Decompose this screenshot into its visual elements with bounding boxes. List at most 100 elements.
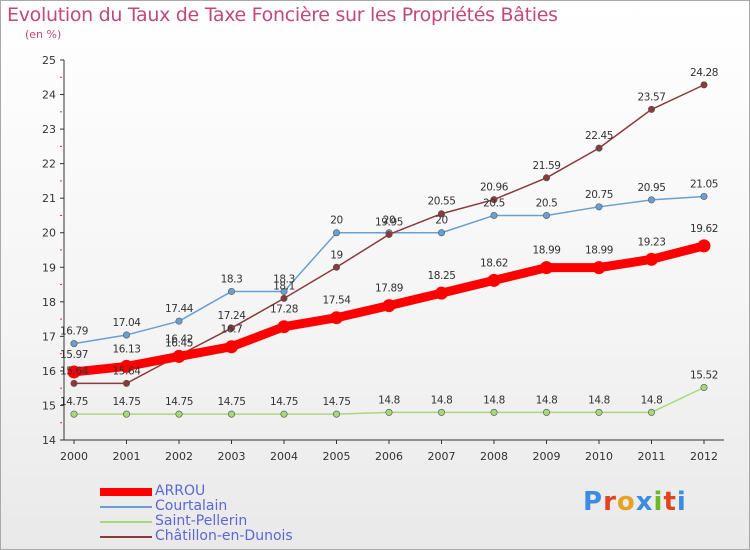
- data-point-courtalain: [595, 203, 603, 211]
- data-label-courtalain: 20.5: [483, 197, 505, 209]
- data-label-chatillon-en-dunois: 20.55: [427, 196, 455, 208]
- data-label-chatillon-en-dunois: 19.95: [375, 216, 403, 228]
- data-point-chatillon-en-dunois: [332, 263, 340, 271]
- y-tick-label: 17: [42, 330, 56, 343]
- data-label-courtalain: 17.04: [112, 317, 141, 329]
- data-label-chatillon-en-dunois: 20.96: [480, 182, 509, 194]
- data-point-arrou: [277, 320, 291, 334]
- data-point-courtalain: [700, 192, 708, 200]
- legend-label-courtalain: Courtalain: [155, 498, 228, 514]
- y-tick-label: 19: [42, 261, 56, 274]
- x-tick-label: 2012: [690, 450, 718, 463]
- axes: 14 15 16 17 18 19 20 21 22 23 24 25 2000 2001 2002 2003…: [42, 54, 724, 463]
- y-tick-label: 24: [42, 89, 56, 102]
- data-point-arrou: [225, 340, 238, 354]
- data-label-saint-pellerin: 14.8: [378, 394, 400, 406]
- data-label-saint-pellerin: 15.52: [690, 369, 718, 381]
- data-label-courtalain: 16.79: [60, 326, 88, 338]
- logo-letter: x: [635, 487, 654, 517]
- data-point-saint-pellerin: [437, 408, 445, 416]
- proxiti-logo: Proxiti: [583, 487, 687, 517]
- x-tick-label: 2000: [60, 450, 88, 463]
- data-label-courtalain: 20.95: [637, 182, 665, 194]
- logo-letter: i: [653, 487, 664, 517]
- data-point-saint-pellerin: [280, 410, 288, 418]
- data-point-courtalain: [490, 211, 498, 219]
- data-label-courtalain: 17.44: [165, 303, 194, 315]
- data-point-chatillon-en-dunois: [700, 81, 708, 89]
- data-label-arrou: 16.42: [165, 333, 193, 345]
- x-tick-label: 2008: [480, 450, 508, 463]
- data-point-courtalain: [123, 331, 131, 339]
- data-label-saint-pellerin: 14.75: [270, 396, 298, 408]
- data-label-arrou: 18.62: [480, 257, 508, 269]
- data-label-arrou: 17.28: [270, 304, 298, 316]
- legend-swatch-chatillon: [100, 536, 152, 538]
- data-labels-layer: 15.97 16.13 16.42 16.7 17.28 17.54 17.89 18.25 1…: [60, 67, 718, 408]
- x-tick-label: 2006: [375, 450, 403, 463]
- data-label-saint-pellerin: 14.75: [165, 396, 193, 408]
- data-label-chatillon-en-dunois: 15.64: [60, 365, 89, 377]
- data-label-courtalain: 20: [435, 215, 448, 227]
- logo-letter: r: [603, 487, 617, 517]
- data-label-saint-pellerin: 14.75: [217, 396, 245, 408]
- data-point-chatillon-en-dunois: [490, 196, 498, 204]
- data-point-courtalain: [280, 287, 288, 295]
- data-label-arrou: 16.13: [112, 343, 140, 355]
- data-label-chatillon-en-dunois: 17.24: [217, 310, 246, 322]
- data-label-courtalain: 20: [330, 215, 343, 227]
- data-label-saint-pellerin: 14.75: [112, 396, 140, 408]
- data-point-chatillon-en-dunois: [280, 294, 288, 302]
- y-tick-label: 22: [42, 158, 56, 171]
- data-point-arrou: [120, 359, 133, 373]
- x-tick-label: 2004: [270, 450, 298, 463]
- data-point-arrou: [645, 252, 658, 266]
- chart-title: Evolution du Taux de Taxe Foncière sur l…: [7, 4, 558, 26]
- data-point-arrou: [540, 261, 553, 275]
- data-label-saint-pellerin: 14.8: [431, 394, 453, 406]
- data-point-saint-pellerin: [647, 408, 655, 416]
- data-point-saint-pellerin: [385, 408, 393, 416]
- data-label-chatillon-en-dunois: 19: [330, 249, 343, 261]
- data-label-chatillon-en-dunois: 15.64: [112, 365, 141, 377]
- x-tick-label: 2002: [165, 450, 193, 463]
- data-point-saint-pellerin: [332, 410, 340, 418]
- data-point-courtalain: [228, 287, 236, 295]
- y-tick-label: 15: [42, 399, 56, 412]
- legend-swatch-courtalain: [100, 506, 152, 508]
- data-point-saint-pellerin: [123, 410, 131, 418]
- data-label-courtalain: 18.3: [273, 273, 295, 285]
- data-point-chatillon-en-dunois: [437, 210, 445, 218]
- data-label-arrou: 15.97: [60, 349, 88, 361]
- data-point-saint-pellerin: [542, 408, 550, 416]
- logo-letter: o: [616, 487, 636, 517]
- data-label-saint-pellerin: 14.8: [588, 394, 610, 406]
- data-label-saint-pellerin: 14.75: [60, 396, 88, 408]
- y-tick-label: 18: [42, 296, 56, 309]
- data-label-arrou: 17.54: [322, 295, 351, 307]
- data-point-arrou: [67, 365, 81, 379]
- data-label-arrou: 17.89: [375, 283, 403, 295]
- y-tick-label: 14: [42, 434, 56, 447]
- x-tick-label: 2003: [218, 450, 246, 463]
- x-tick-label: 2010: [585, 450, 613, 463]
- data-point-saint-pellerin: [175, 410, 183, 418]
- data-point-courtalain: [437, 229, 445, 237]
- data-point-arrou: [487, 273, 501, 287]
- legend-label-saint-pellerin: Saint-Pellerin: [155, 513, 248, 529]
- data-point-saint-pellerin: [700, 383, 708, 391]
- y-tick-label: 20: [42, 227, 56, 240]
- data-label-saint-pellerin: 14.75: [322, 396, 350, 408]
- data-point-chatillon-en-dunois: [647, 105, 655, 113]
- data-label-chatillon-en-dunois: 22.45: [585, 130, 613, 142]
- data-point-saint-pellerin: [490, 408, 498, 416]
- y-tick-label: 21: [42, 192, 56, 205]
- data-label-courtalain: 20.75: [585, 189, 613, 201]
- data-point-courtalain: [70, 340, 78, 348]
- data-label-arrou: 18.99: [532, 245, 560, 257]
- data-point-arrou: [592, 261, 606, 275]
- data-point-arrou: [697, 239, 711, 253]
- data-label-courtalain: 20: [383, 215, 396, 227]
- data-label-arrou: 16.7: [221, 324, 243, 336]
